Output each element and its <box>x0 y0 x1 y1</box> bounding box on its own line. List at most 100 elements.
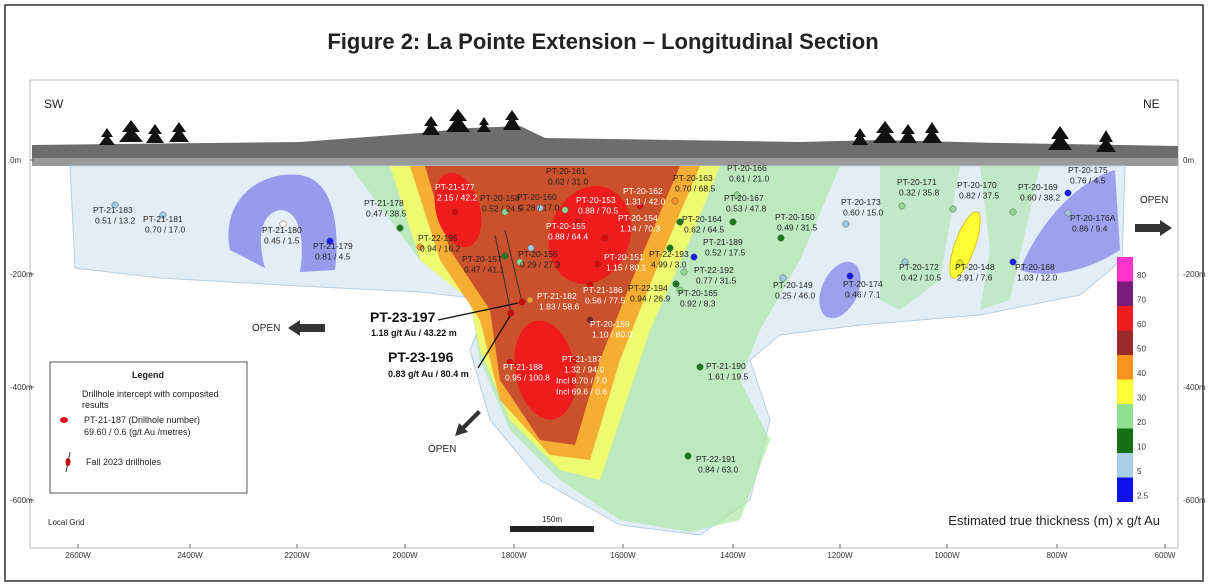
drillhole-name: PT-20-149 <box>773 280 813 290</box>
zone-60 <box>434 172 482 248</box>
color-step-label: 80 <box>1137 271 1146 280</box>
drillhole-name: PT-21-190 <box>706 361 746 371</box>
drillhole-result: 0.94 / 26.9 <box>630 294 670 304</box>
drillhole-result: 0.88 / 64.4 <box>548 232 588 242</box>
drillhole-result: 1.10 / 80.0 <box>592 330 632 340</box>
drillhole-name: PT-20-169 <box>1018 182 1058 192</box>
color-step <box>1117 404 1133 429</box>
legend-intercept-text: Drillhole intercept with composited resu… <box>82 389 219 410</box>
drillhole-dot <box>594 260 602 268</box>
open-arrow <box>1135 220 1172 236</box>
legend-trace-dot <box>65 458 71 466</box>
legend-dot <box>60 417 68 423</box>
drillhole-name: PT-20-172 <box>899 262 939 272</box>
drillhole-dot <box>666 244 674 252</box>
drillhole-name: PT-20-156 <box>518 249 558 259</box>
drillhole-result: 0.32 / 35.8 <box>899 188 939 198</box>
drillhole-result: 0.42 / 10.5 <box>901 273 941 283</box>
drillhole-dot <box>506 358 514 366</box>
drillhole-dot <box>846 272 854 280</box>
drillhole-result: 0.82 / 37.5 <box>959 191 999 201</box>
drillhole-dot <box>1064 209 1072 217</box>
color-step <box>1117 306 1133 331</box>
depth-label: 0m <box>1183 156 1194 165</box>
drillhole-name: PT-20-153 <box>576 195 616 205</box>
drill-trace <box>494 234 512 314</box>
drillhole-name: PT-21-179 <box>313 241 353 251</box>
drillhole-dot <box>416 243 424 251</box>
fall-2023-intercept <box>518 298 526 306</box>
drillhole-result: 0.52 / 17.5 <box>705 248 745 258</box>
color-step-label: 20 <box>1137 418 1146 427</box>
drillhole-name: PT-20-155 <box>546 221 586 231</box>
color-scale-title: Estimated true thickness (m) x g/t Au <box>948 513 1160 528</box>
drillhole-name: PT-21-186 <box>583 285 623 295</box>
drillhole-dot <box>696 363 704 371</box>
depth-label: -600m <box>10 496 33 505</box>
drillhole-dot <box>949 205 957 213</box>
open-arrow <box>288 320 325 336</box>
drillhole-name: PT-22-192 <box>694 265 734 275</box>
highlight-name: PT-23-196 <box>388 349 454 365</box>
easting-label: 1400W <box>720 551 746 560</box>
color-step <box>1117 428 1133 453</box>
drillhole-dot <box>159 211 167 219</box>
color-step <box>1117 257 1133 282</box>
zone-60 <box>514 320 576 420</box>
drillhole-name: PT-20-170 <box>957 180 997 190</box>
drillhole-dot <box>733 191 741 199</box>
drillhole-result: 1.03 / 12.0 <box>1017 273 1057 283</box>
drillhole-dot <box>1064 189 1072 197</box>
drillhole-name: PT-20-176A <box>1070 213 1116 223</box>
zone-low <box>1020 170 1120 274</box>
drillhole-result: 1.14 / 70.3 <box>620 224 660 234</box>
depth-label: -600m <box>1183 496 1206 505</box>
drillhole-dot <box>396 224 404 232</box>
color-step-label: 70 <box>1137 296 1146 305</box>
direction: NE <box>1143 97 1160 111</box>
drillhole-result: 0.76 / 4.5 <box>1070 176 1106 186</box>
drillhole-name: PT-20-166 <box>727 163 767 173</box>
drillhole-dot <box>526 296 534 304</box>
drillhole-dot <box>586 281 594 289</box>
drillhole-result: 0.70 / 17.0 <box>145 225 185 235</box>
drillhole-name: PT-22-194 <box>628 283 668 293</box>
easting-label: 1600W <box>610 551 636 560</box>
drillhole-incl: Incl 8.70 / 7.0 <box>556 376 607 386</box>
drillhole-name: PT-20-157 <box>462 254 502 264</box>
easting-label: 1000W <box>934 551 960 560</box>
open-label: OPEN <box>252 323 280 334</box>
drillhole-name: PT-22-195 <box>418 233 458 243</box>
drillhole-dot <box>690 253 698 261</box>
drillhole-dot <box>779 274 787 282</box>
drillhole-dot <box>777 234 785 242</box>
callout-line <box>437 302 519 321</box>
drillhole-result: 0.25 / 46.0 <box>775 291 815 301</box>
drillhole-name: PT-20-164 <box>682 214 722 224</box>
drillhole-name: PT-20-148 <box>955 262 995 272</box>
highlight-result: 1.18 g/t Au / 43.22 m <box>371 328 457 338</box>
drillhole-dot <box>586 316 594 324</box>
drillhole-result: 0.88 / 70.5 <box>578 206 618 216</box>
scale-label: 150m <box>542 515 562 524</box>
drillhole-result: 0.47 / 38.5 <box>366 209 406 219</box>
drillhole-result: 1.83 / 58.6 <box>539 302 579 312</box>
drillhole-dot <box>680 268 688 276</box>
drillhole-name: PT-20-167 <box>724 193 764 203</box>
easting-label: 1200W <box>827 551 853 560</box>
drillhole-dot <box>536 204 544 212</box>
legend-title: Legend <box>132 370 164 380</box>
drillhole-result: 0.70 / 68.5 <box>675 184 715 194</box>
drillhole-dot <box>1009 208 1017 216</box>
easting-label: 1800W <box>501 551 527 560</box>
drillhole-name: PT-22-191 <box>696 454 736 464</box>
drillhole-result: 1.61 / 19.5 <box>708 372 748 382</box>
drillhole-name: PT-20-154 <box>618 213 658 223</box>
drillhole-result: 4.99 / 3.0 <box>651 260 687 270</box>
color-step <box>1117 379 1133 404</box>
depth-label: -200m <box>1183 270 1206 279</box>
easting-label: 800W <box>1047 551 1068 560</box>
depth-label: 0m <box>10 156 21 165</box>
